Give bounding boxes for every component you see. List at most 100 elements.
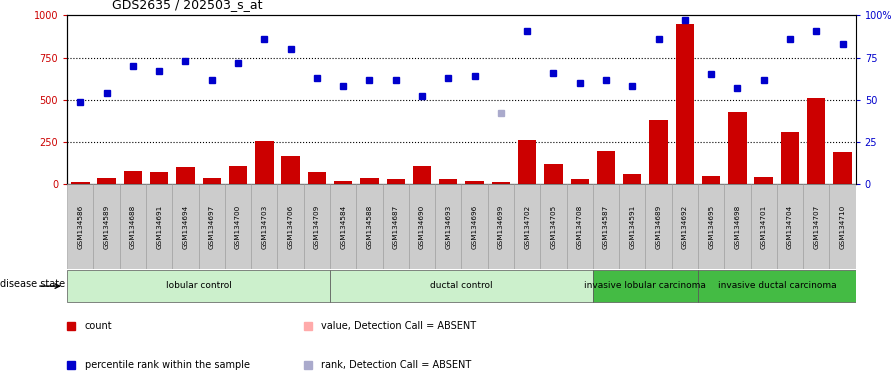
Bar: [251, 184, 278, 269]
Bar: [120, 184, 146, 269]
Bar: [619, 184, 645, 269]
Bar: [698, 184, 724, 269]
Text: rank, Detection Call = ABSENT: rank, Detection Call = ABSENT: [321, 360, 471, 370]
Bar: [645, 184, 672, 269]
Bar: [124, 171, 142, 184]
Bar: [146, 184, 172, 269]
Text: value, Detection Call = ABSENT: value, Detection Call = ABSENT: [321, 321, 476, 331]
Text: GSM134589: GSM134589: [104, 204, 109, 249]
Text: GSM134705: GSM134705: [550, 204, 556, 249]
Bar: [307, 172, 326, 184]
Text: lobular control: lobular control: [166, 281, 231, 290]
Text: GDS2635 / 202503_s_at: GDS2635 / 202503_s_at: [112, 0, 263, 12]
Bar: [177, 167, 194, 184]
Bar: [728, 112, 746, 184]
Text: GSM134692: GSM134692: [682, 204, 688, 249]
Bar: [225, 184, 251, 269]
Bar: [278, 184, 304, 269]
Bar: [724, 184, 751, 269]
Text: ductal control: ductal control: [430, 281, 493, 290]
Bar: [172, 184, 199, 269]
Text: GSM134688: GSM134688: [130, 204, 136, 249]
Bar: [281, 156, 300, 184]
Text: GSM134588: GSM134588: [366, 204, 373, 249]
Bar: [199, 184, 225, 269]
Bar: [777, 184, 803, 269]
Text: GSM134687: GSM134687: [392, 204, 399, 249]
Text: GSM134693: GSM134693: [445, 204, 452, 249]
Bar: [698, 270, 856, 302]
Bar: [571, 179, 589, 184]
Text: GSM134706: GSM134706: [288, 204, 294, 249]
Bar: [202, 179, 221, 184]
Bar: [751, 184, 777, 269]
Text: invasive lobular carcinoma: invasive lobular carcinoma: [584, 281, 706, 290]
Text: GSM134702: GSM134702: [524, 204, 530, 249]
Bar: [593, 270, 698, 302]
Bar: [330, 270, 593, 302]
Bar: [330, 184, 357, 269]
Text: GSM134707: GSM134707: [814, 204, 819, 249]
Text: percentile rank within the sample: percentile rank within the sample: [84, 360, 250, 370]
Bar: [623, 174, 642, 184]
Bar: [597, 151, 616, 184]
Bar: [71, 182, 90, 184]
Bar: [672, 184, 698, 269]
Bar: [413, 166, 431, 184]
Bar: [255, 141, 273, 184]
Bar: [150, 172, 168, 184]
Bar: [98, 177, 116, 184]
Text: GSM134698: GSM134698: [735, 204, 740, 249]
Bar: [807, 98, 825, 184]
Text: GSM134708: GSM134708: [577, 204, 582, 249]
Bar: [833, 152, 852, 184]
Bar: [461, 184, 487, 269]
Text: GSM134710: GSM134710: [840, 204, 846, 249]
Text: GSM134701: GSM134701: [761, 204, 767, 249]
Bar: [465, 181, 484, 184]
Text: GSM134691: GSM134691: [156, 204, 162, 249]
Bar: [228, 166, 247, 184]
Bar: [383, 184, 409, 269]
Text: GSM134696: GSM134696: [471, 204, 478, 249]
Text: GSM134584: GSM134584: [340, 204, 346, 249]
Bar: [67, 270, 330, 302]
Text: GSM134703: GSM134703: [262, 204, 267, 249]
Text: GSM134694: GSM134694: [183, 204, 188, 249]
Bar: [702, 176, 720, 184]
Text: GSM134709: GSM134709: [314, 204, 320, 249]
Bar: [544, 164, 563, 184]
Bar: [518, 141, 537, 184]
Bar: [304, 184, 330, 269]
Bar: [830, 184, 856, 269]
Bar: [360, 177, 379, 184]
Bar: [676, 24, 694, 184]
Text: GSM134586: GSM134586: [77, 204, 83, 249]
Bar: [357, 184, 383, 269]
Text: GSM134689: GSM134689: [656, 204, 661, 249]
Text: GSM134699: GSM134699: [498, 204, 504, 249]
Bar: [334, 181, 352, 184]
Text: GSM134695: GSM134695: [708, 204, 714, 249]
Bar: [439, 179, 458, 184]
Bar: [650, 120, 668, 184]
Bar: [67, 184, 93, 269]
Bar: [540, 184, 566, 269]
Bar: [409, 184, 435, 269]
Bar: [593, 184, 619, 269]
Bar: [754, 177, 773, 184]
Text: GSM134690: GSM134690: [419, 204, 425, 249]
Bar: [93, 184, 120, 269]
Bar: [435, 184, 461, 269]
Text: GSM134591: GSM134591: [629, 204, 635, 249]
Bar: [803, 184, 830, 269]
Text: GSM134587: GSM134587: [603, 204, 609, 249]
Bar: [514, 184, 540, 269]
Bar: [492, 182, 510, 184]
Bar: [566, 184, 593, 269]
Text: GSM134697: GSM134697: [209, 204, 215, 249]
Bar: [487, 184, 514, 269]
Bar: [386, 179, 405, 184]
Text: GSM134700: GSM134700: [235, 204, 241, 249]
Text: count: count: [84, 321, 112, 331]
